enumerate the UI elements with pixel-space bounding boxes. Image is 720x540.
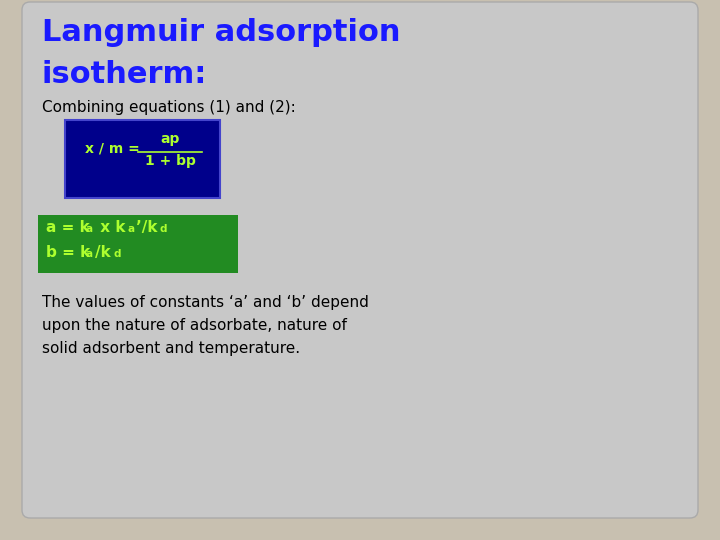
Text: Combining equations (1) and (2):: Combining equations (1) and (2): [42,100,296,115]
Text: /k: /k [95,245,111,260]
FancyBboxPatch shape [22,2,698,518]
Text: a: a [128,224,135,234]
Text: a: a [86,249,93,259]
Text: upon the nature of adsorbate, nature of: upon the nature of adsorbate, nature of [42,318,347,333]
Text: isotherm:: isotherm: [42,60,207,89]
Text: d: d [160,224,168,234]
Text: 1 + bp: 1 + bp [145,154,195,168]
Text: a: a [86,224,93,234]
Text: a = k: a = k [46,220,90,235]
FancyBboxPatch shape [65,120,220,198]
Text: d: d [113,249,120,259]
Text: ’/k: ’/k [136,220,158,235]
Text: x k: x k [95,220,125,235]
Text: b = k: b = k [46,245,90,260]
Text: The values of constants ‘a’ and ‘b’ depend: The values of constants ‘a’ and ‘b’ depe… [42,295,369,310]
Text: Langmuir adsorption: Langmuir adsorption [42,18,400,47]
Text: x / m =: x / m = [85,141,140,155]
Text: solid adsorbent and temperature.: solid adsorbent and temperature. [42,341,300,356]
FancyBboxPatch shape [38,215,238,273]
Text: ap: ap [161,132,180,146]
